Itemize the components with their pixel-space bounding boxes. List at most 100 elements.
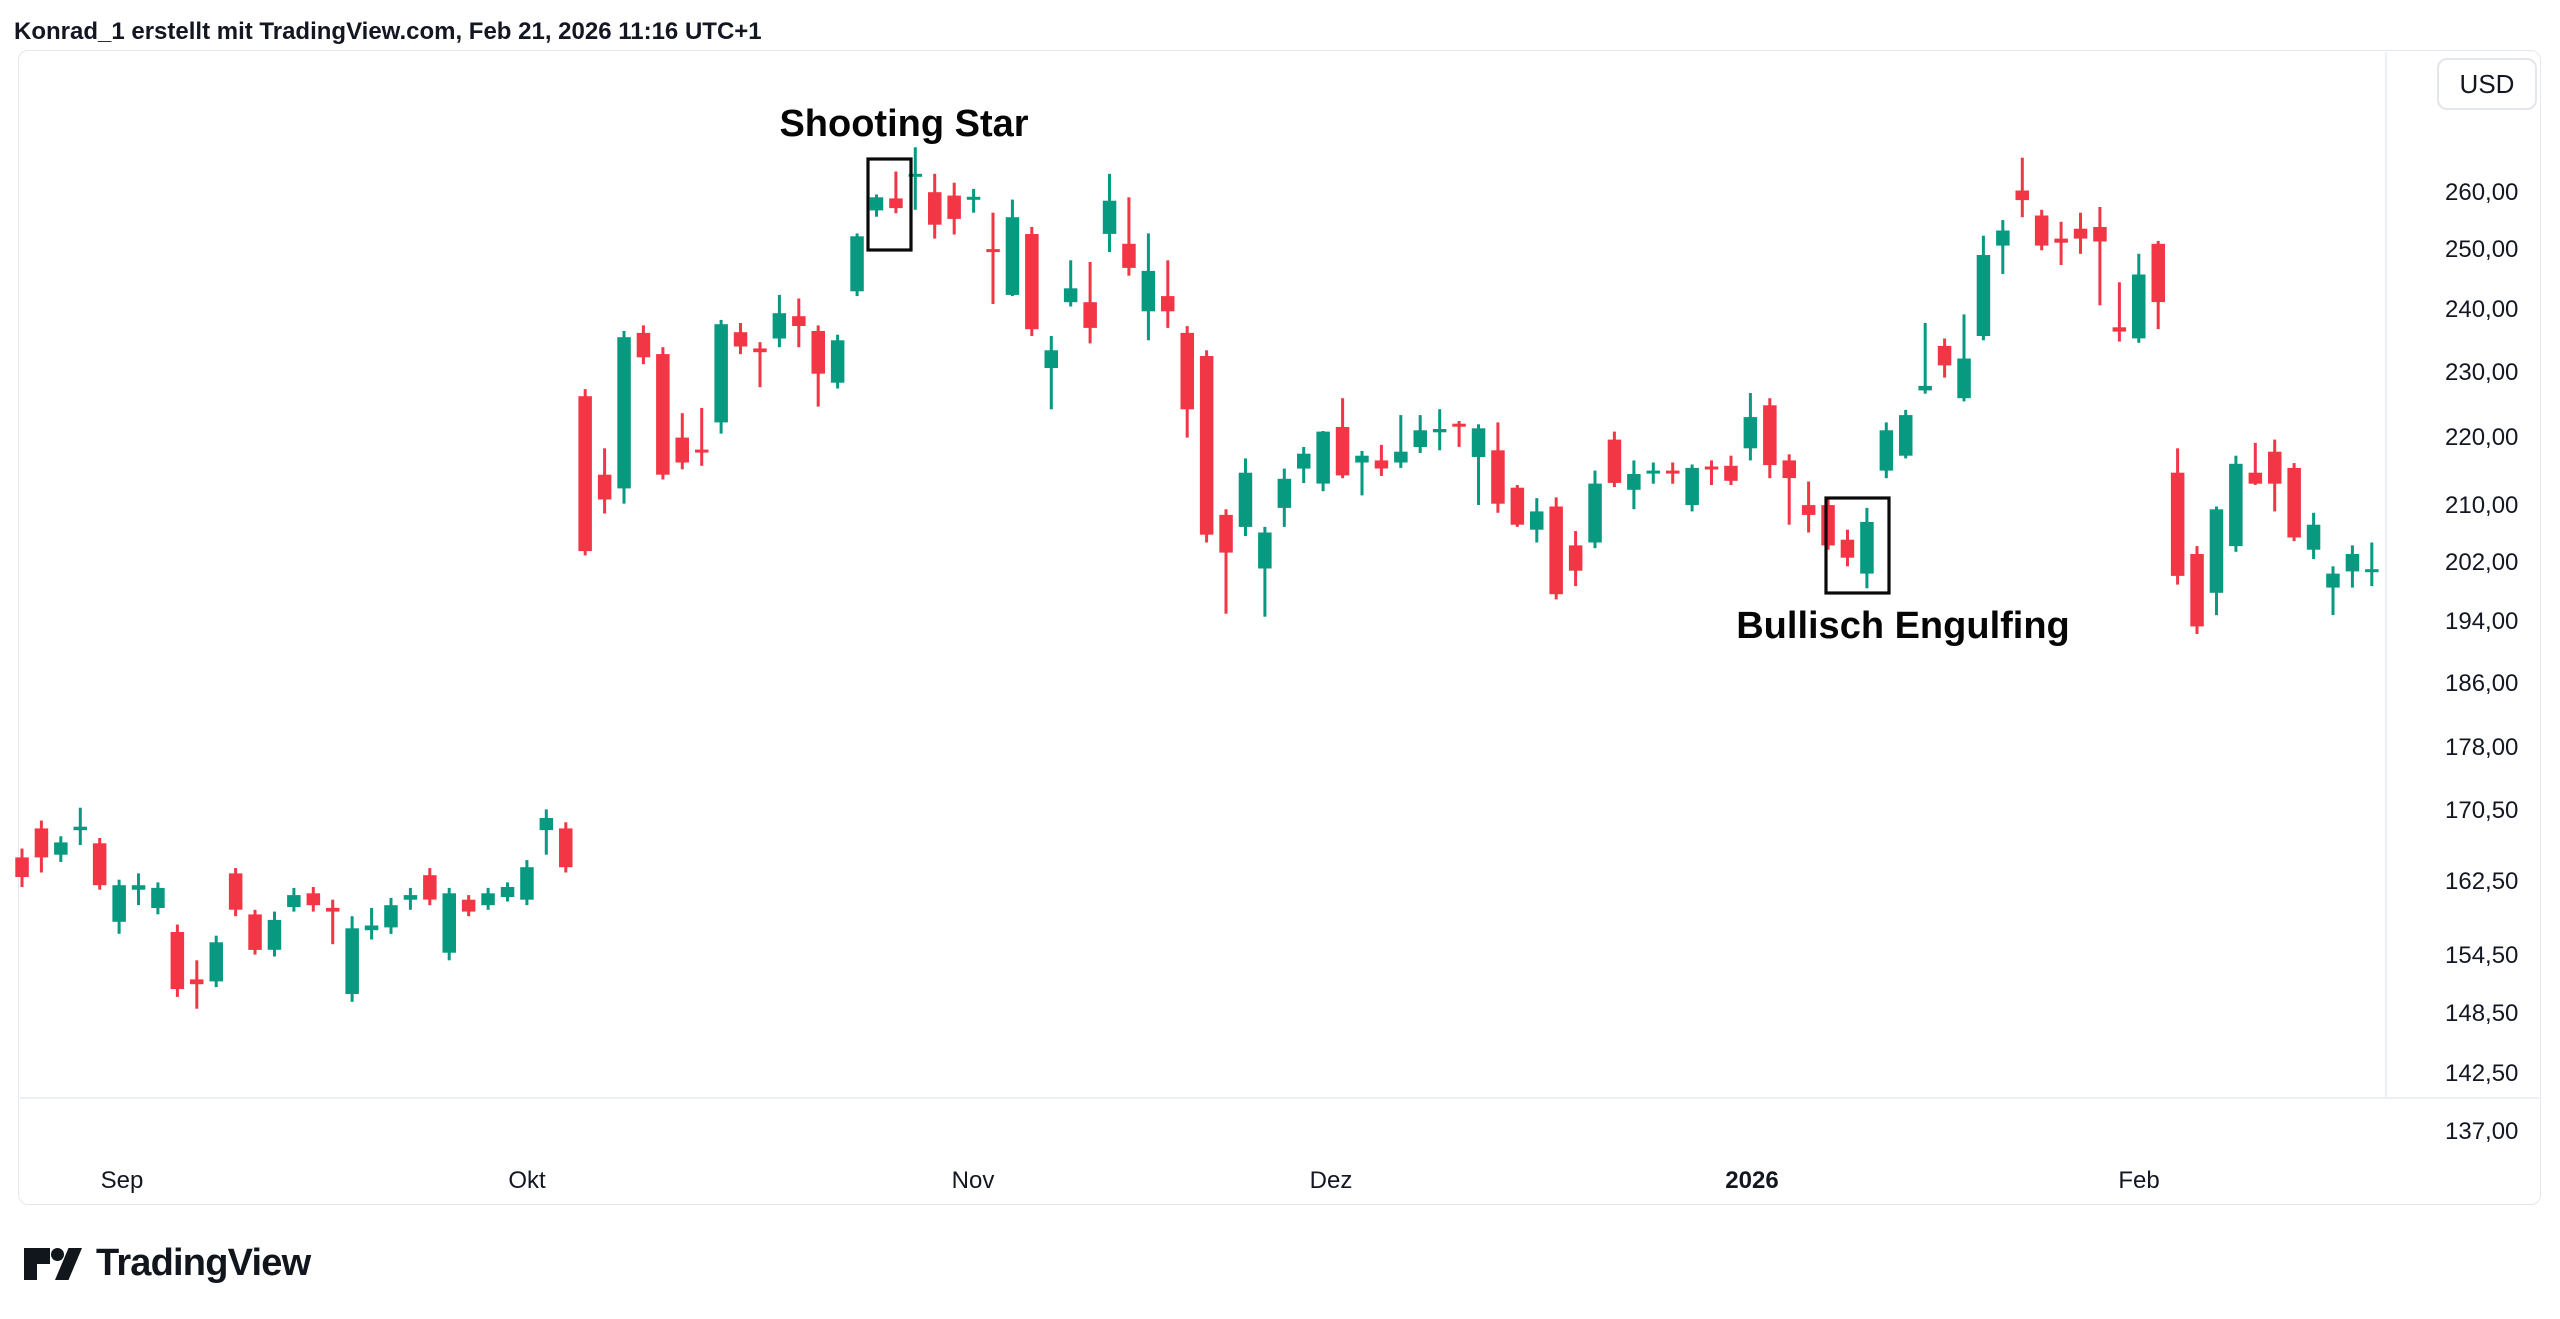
candle	[1860, 507, 1874, 589]
candle	[656, 347, 670, 480]
bullish-engulfing-label: Bullisch Engulfing	[1736, 605, 2070, 647]
candle	[733, 323, 748, 355]
candle	[1199, 350, 1214, 543]
candle	[1976, 235, 1991, 341]
candle	[869, 194, 884, 217]
candle	[792, 298, 806, 348]
shooting-star-box	[866, 157, 913, 252]
candle	[1899, 409, 1913, 459]
candle	[1937, 338, 1952, 378]
candle	[617, 331, 631, 504]
candle	[1821, 498, 1835, 550]
candle	[461, 895, 476, 917]
candle	[112, 879, 126, 934]
candle	[2345, 545, 2360, 588]
candle	[1005, 199, 1020, 297]
candle	[306, 887, 321, 912]
candle	[2248, 442, 2263, 485]
candle	[54, 836, 68, 862]
candle	[345, 916, 359, 1002]
bullish-engulfing-box	[1824, 496, 1891, 595]
price-scale-separator	[2385, 52, 2387, 1097]
candle	[578, 389, 592, 556]
candle	[947, 182, 961, 235]
candle	[248, 909, 262, 955]
candle	[597, 448, 612, 514]
candle	[1918, 323, 1932, 394]
price-label: 240,00	[2445, 296, 2519, 324]
candle	[695, 407, 709, 466]
candle	[1258, 526, 1272, 617]
candle	[714, 319, 728, 434]
price-label: 148,50	[2445, 999, 2519, 1027]
month-label: Sep	[100, 1167, 144, 1194]
price-label: 162,50	[2445, 867, 2519, 895]
candle	[1452, 421, 1466, 447]
shooting-star-label: Shooting Star	[779, 103, 1029, 145]
candle	[228, 868, 243, 917]
candle	[539, 809, 554, 855]
candle	[1044, 336, 1058, 410]
candle	[2132, 253, 2146, 343]
candle	[1666, 462, 1680, 484]
candle	[1374, 444, 1389, 476]
candle	[1840, 529, 1855, 567]
candle	[1996, 220, 2010, 274]
candle	[520, 860, 534, 906]
price-label: 178,00	[2445, 734, 2519, 761]
candle	[636, 325, 651, 365]
candle	[908, 147, 923, 210]
candle	[1549, 497, 1563, 600]
candle	[1063, 260, 1078, 307]
candle	[675, 413, 689, 470]
price-label: 142,50	[2445, 1060, 2519, 1087]
candle	[1724, 455, 1738, 485]
candle	[2190, 546, 2204, 634]
candle	[403, 887, 418, 910]
candle	[753, 342, 767, 388]
candle	[850, 233, 864, 297]
price-label: 202,00	[2445, 548, 2519, 576]
price-label: 220,00	[2445, 423, 2519, 451]
candle	[1297, 447, 1311, 483]
month-label: 2026	[1725, 1167, 1779, 1194]
price-label: 137,00	[2445, 1117, 2519, 1145]
candle	[1743, 393, 1758, 461]
candle	[34, 820, 49, 873]
candle	[500, 882, 515, 902]
candle	[1316, 431, 1330, 492]
candle	[1704, 460, 1719, 485]
candle	[1219, 509, 1233, 614]
candle	[1607, 431, 1622, 487]
candle	[1763, 398, 1777, 479]
price-label: 194,00	[2445, 607, 2519, 635]
price-label: 186,00	[2445, 669, 2519, 697]
price-label: 230,00	[2445, 358, 2519, 386]
month-label: Okt	[508, 1167, 546, 1194]
candle	[559, 822, 573, 873]
candle	[830, 334, 845, 389]
candle	[1335, 398, 1350, 479]
candle	[2365, 542, 2379, 587]
candle	[151, 882, 165, 915]
candle	[1588, 470, 1602, 549]
candle	[442, 887, 456, 961]
candle	[1238, 458, 1253, 537]
currency-button[interactable]: USD	[2437, 58, 2537, 110]
month-label: Dez	[1309, 1167, 1353, 1194]
candle	[2112, 282, 2127, 342]
candle	[1161, 260, 1175, 328]
candle	[423, 868, 437, 906]
candle	[811, 325, 825, 407]
price-label: 170,50	[2445, 797, 2519, 825]
candle	[1122, 197, 1136, 276]
candle	[2229, 455, 2243, 552]
candle	[1801, 481, 1816, 533]
tradingview-branding[interactable]: TradingView	[24, 1242, 311, 1285]
time-axis-separator	[20, 1097, 2539, 1099]
candle	[15, 848, 29, 887]
candle	[1025, 227, 1039, 336]
candle	[2170, 448, 2185, 585]
candle	[364, 907, 379, 940]
